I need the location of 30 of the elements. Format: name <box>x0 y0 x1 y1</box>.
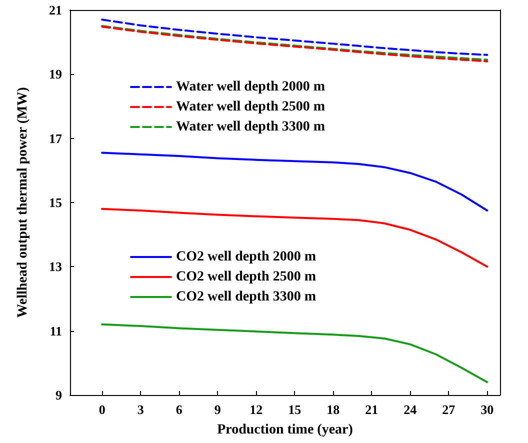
y-tick-label: 19 <box>49 66 62 82</box>
x-tick-label: 12 <box>250 402 263 417</box>
legend-label: CO2 well depth 2000 m <box>176 250 316 264</box>
legend-label: Water well depth 2000 m <box>176 80 326 94</box>
y-tick-label: 15 <box>49 195 62 210</box>
x-tick-label: 6 <box>176 402 183 417</box>
y-axis-title: Wellhead output thermal power (MW) <box>16 86 30 318</box>
x-tick-label: 21 <box>365 402 378 417</box>
x-axis-title: Production time (year) <box>217 422 354 438</box>
y-tick-label: 21 <box>49 2 62 18</box>
x-tick-label: 0 <box>98 402 106 417</box>
legend-label: CO2 well depth 3300 m <box>176 290 316 304</box>
x-tick-label: 3 <box>137 402 144 417</box>
legend-label: Water well depth 3300 m <box>176 120 326 134</box>
line-series <box>101 323 488 384</box>
y-tick-label: 9 <box>56 388 62 402</box>
legend-label: CO2 well depth 2500 m <box>176 270 316 284</box>
y-tick-label: 17 <box>49 130 62 146</box>
x-tick-label: 24 <box>404 402 418 417</box>
legend-label: Water well depth 2500 m <box>176 100 326 114</box>
y-tick-label: 13 <box>49 259 62 274</box>
x-tick-label: 15 <box>288 402 302 417</box>
line-series <box>101 208 488 268</box>
x-tick-label: 27 <box>442 402 456 417</box>
x-tick-label: 9 <box>214 402 222 417</box>
y-tick-label: 11 <box>50 323 62 338</box>
x-tick-label: 18 <box>326 402 340 417</box>
line-series <box>101 152 488 212</box>
x-tick-label: 30 <box>480 402 494 417</box>
line-series <box>101 18 488 56</box>
